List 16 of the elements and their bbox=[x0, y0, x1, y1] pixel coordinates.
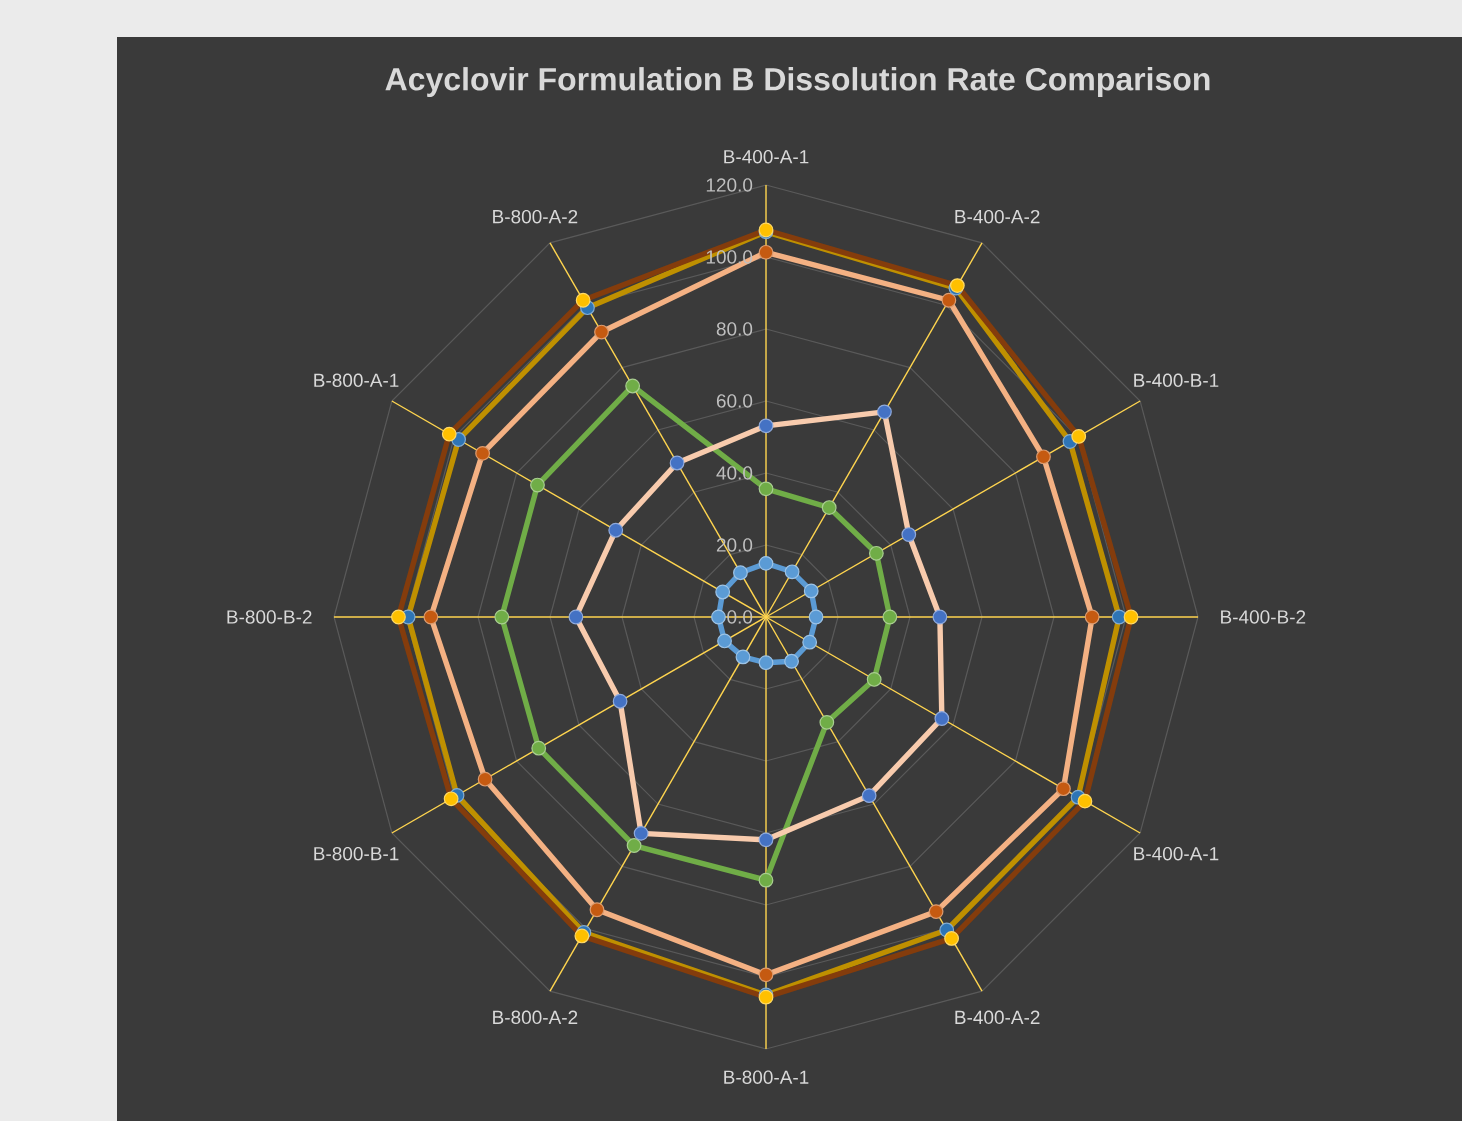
spoke-label: B-400-A-1 bbox=[1134, 846, 1219, 861]
y-tick-label: 80.0 bbox=[716, 322, 753, 336]
spoke-label: B-400-A-1 bbox=[724, 150, 809, 164]
y-tick-label: 120.0 bbox=[706, 178, 753, 192]
spoke-label: B-800-A-2 bbox=[493, 1010, 578, 1025]
chart-title: Acyclovir Formulation B Dissolution Rate Comparison bbox=[385, 67, 1210, 97]
spoke-label: B-400-B-2 bbox=[1221, 610, 1306, 624]
spoke-label: B-400-B-1 bbox=[1134, 373, 1219, 388]
spoke-label: B-800-B-1 bbox=[314, 846, 399, 861]
spoke-label: B-400-A-2 bbox=[955, 209, 1040, 224]
y-tick-label: 60.0 bbox=[716, 394, 753, 408]
spoke-label: B-800-B-2 bbox=[227, 610, 312, 624]
spoke-label: B-800-A-2 bbox=[493, 209, 578, 224]
spoke-label: B-800-A-1 bbox=[314, 373, 399, 388]
spoke-label: B-400-A-2 bbox=[955, 1010, 1040, 1025]
spoke-label: B-800-A-1 bbox=[724, 1070, 809, 1084]
